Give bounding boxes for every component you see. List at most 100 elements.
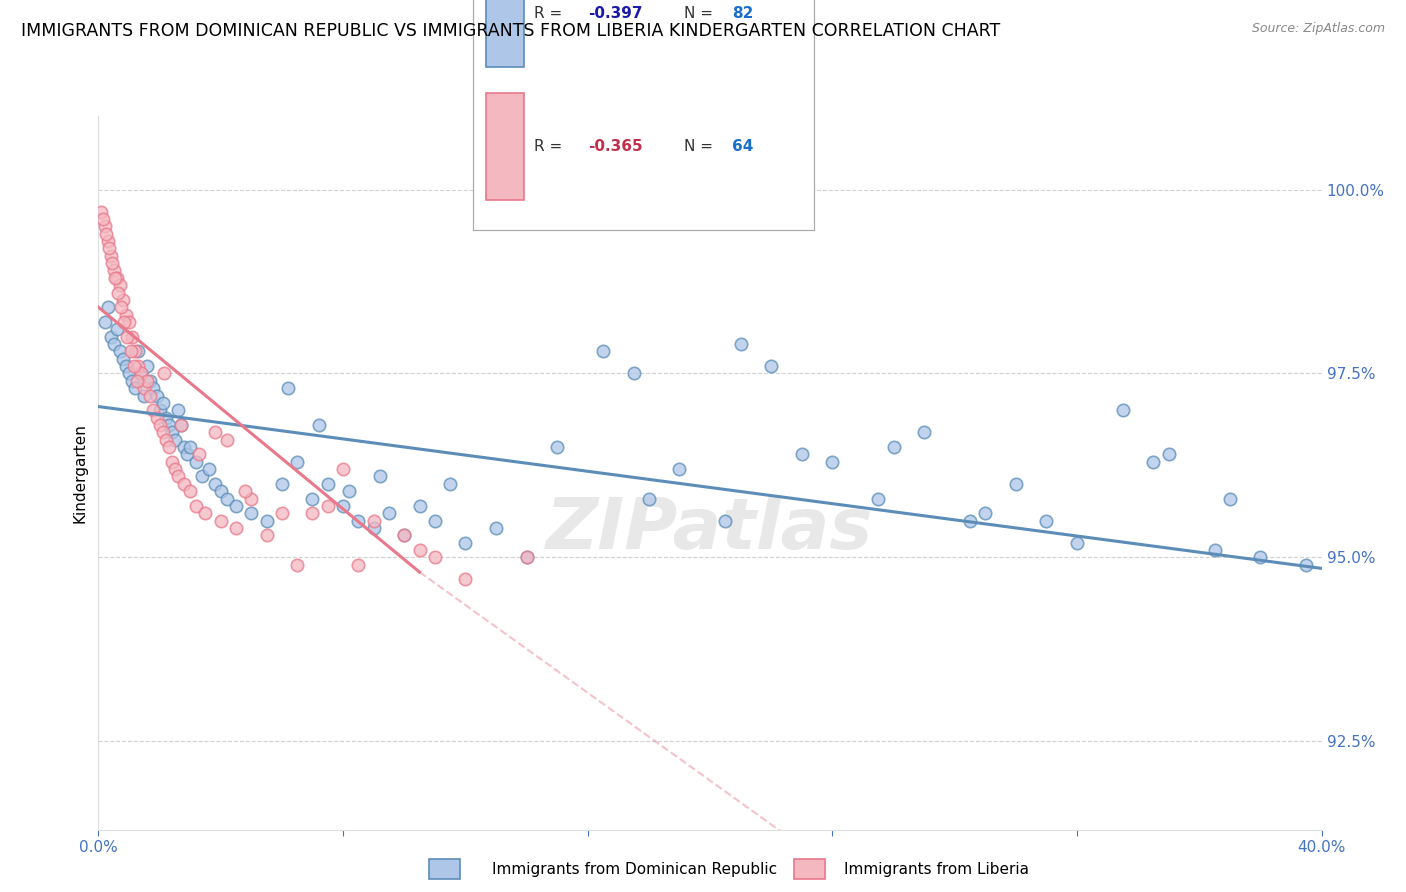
Point [103, 337, 125, 351]
Text: Immigrants from Dominican Republic: Immigrants from Dominican Republic [492, 863, 778, 877]
Point [152, 425, 174, 440]
Point [94, 227, 117, 241]
Point [240, 506, 263, 520]
Point [186, 499, 208, 513]
Point [1004, 476, 1026, 491]
Point [668, 462, 690, 476]
Point [240, 491, 263, 506]
Point [108, 344, 131, 359]
Point [439, 476, 461, 491]
Text: -0.397: -0.397 [589, 5, 643, 21]
Point [285, 455, 308, 469]
Point [149, 403, 172, 417]
Point [277, 381, 299, 395]
Point [105, 322, 128, 336]
Point [233, 484, 256, 499]
Point [127, 359, 149, 373]
Point [117, 329, 139, 343]
Point [111, 293, 134, 307]
Point [332, 499, 354, 513]
Point [516, 550, 538, 565]
Point [868, 491, 890, 506]
Point [167, 403, 190, 417]
Point [209, 484, 232, 499]
Point [1157, 447, 1180, 461]
Point [423, 514, 446, 528]
Point [301, 506, 323, 520]
Point [308, 417, 330, 432]
Point [516, 550, 538, 565]
Point [188, 447, 211, 461]
Point [100, 329, 122, 343]
Text: 64: 64 [731, 139, 754, 154]
Point [714, 514, 737, 528]
Point [1142, 455, 1164, 469]
Text: Immigrants from Liberia: Immigrants from Liberia [844, 863, 1029, 877]
Point [204, 476, 226, 491]
Point [225, 521, 247, 535]
Point [883, 440, 905, 454]
Text: ZIPatlas: ZIPatlas [547, 495, 873, 565]
Point [1250, 550, 1272, 565]
Point [1112, 403, 1135, 417]
Point [149, 417, 172, 432]
Point [121, 374, 143, 388]
Point [145, 410, 167, 425]
Point [91, 211, 114, 226]
Point [167, 469, 190, 483]
Point [125, 374, 148, 388]
Text: IMMIGRANTS FROM DOMINICAN REPUBLIC VS IMMIGRANTS FROM LIBERIA KINDERGARTEN CORRE: IMMIGRANTS FROM DOMINICAN REPUBLIC VS IM… [21, 22, 1000, 40]
Point [179, 484, 201, 499]
Point [225, 499, 247, 513]
Point [485, 521, 508, 535]
Point [115, 308, 138, 322]
Point [112, 315, 135, 329]
Point [194, 506, 217, 520]
Point [637, 491, 661, 506]
Point [790, 447, 813, 461]
Point [129, 367, 152, 381]
Point [107, 285, 129, 300]
Point [173, 476, 195, 491]
Point [173, 440, 195, 454]
Point [153, 367, 176, 381]
Point [186, 455, 208, 469]
Point [408, 499, 430, 513]
Point [160, 455, 183, 469]
Point [316, 499, 339, 513]
Point [139, 388, 162, 402]
Point [301, 491, 323, 506]
Point [124, 381, 146, 395]
Point [363, 521, 385, 535]
Text: Source: ZipAtlas.com: Source: ZipAtlas.com [1251, 22, 1385, 36]
Point [761, 359, 783, 373]
Point [129, 367, 152, 381]
Point [179, 440, 201, 454]
Point [145, 388, 167, 402]
Point [90, 204, 112, 219]
Text: N =: N = [683, 139, 718, 154]
Point [120, 344, 142, 359]
Point [118, 315, 141, 329]
Point [423, 550, 446, 565]
Point [256, 514, 278, 528]
Point [170, 417, 193, 432]
Point [142, 403, 165, 417]
Point [454, 573, 477, 587]
Point [256, 528, 278, 542]
Point [408, 543, 430, 558]
Point [176, 447, 198, 461]
Point [93, 219, 115, 234]
Point [170, 417, 193, 432]
Point [155, 410, 177, 425]
Point [93, 315, 115, 329]
Point [104, 270, 127, 285]
Point [623, 367, 645, 381]
Point [110, 300, 132, 314]
FancyBboxPatch shape [486, 94, 523, 201]
Point [730, 337, 752, 351]
Point [821, 455, 844, 469]
Point [191, 469, 214, 483]
Point [215, 433, 238, 447]
Point [121, 329, 143, 343]
